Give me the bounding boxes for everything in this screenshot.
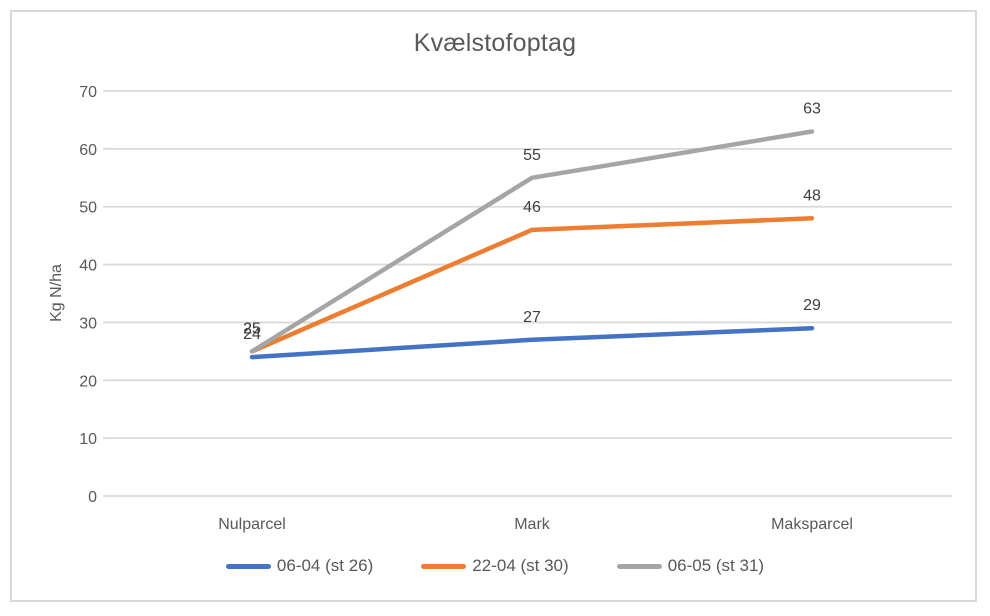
legend-swatch-2 [616, 563, 662, 569]
data-label-s1-p1: 46 [523, 199, 541, 216]
data-label-s1-p2: 48 [803, 187, 821, 204]
x-category-label-2: Maksparcel [771, 516, 853, 533]
y-tick-label-60: 60 [79, 142, 97, 159]
data-label-s0-p1: 27 [523, 309, 541, 326]
legend: 06-04 (st 26) 22-04 (st 30) 06-05 (st 31) [0, 556, 990, 576]
chart-title: Kvælstofoptag [413, 29, 577, 57]
series-line-2 [249, 129, 815, 354]
y-tick-label-10: 10 [79, 431, 97, 448]
data-label-s0-p0: 24 [243, 326, 261, 343]
legend-item-2: 06-05 (st 31) [616, 556, 765, 576]
data-label-s2-p0: 25 [243, 320, 261, 337]
y-tick-label-20: 20 [79, 373, 97, 390]
y-tick-label-70: 70 [79, 84, 97, 101]
series-line-0 [249, 325, 815, 360]
chart-border [10, 10, 977, 602]
legend-item-1: 22-04 (st 30) [421, 556, 569, 576]
legend-swatch-0 [225, 563, 271, 569]
y-tick-label-40: 40 [79, 258, 97, 275]
data-label-s2-p1: 55 [523, 147, 541, 164]
data-label-s2-p2: 63 [803, 101, 821, 118]
legend-label-1: 22-04 (st 30) [472, 556, 569, 575]
data-label-s1-p0: 25 [243, 320, 261, 337]
y-tick-label-50: 50 [79, 200, 97, 217]
legend-item-0: 06-04 (st 26) [225, 556, 374, 576]
legend-label-2: 06-05 (st 31) [667, 556, 765, 575]
series-line-1 [249, 216, 815, 354]
y-tick-label-30: 30 [79, 315, 97, 332]
y-tick-label-0: 0 [88, 489, 97, 506]
data-label-s0-p2: 29 [803, 297, 821, 314]
x-category-label-0: Nulparcel [218, 516, 286, 533]
legend-swatch-1 [421, 563, 467, 569]
legend-label-0: 06-04 (st 26) [276, 556, 374, 575]
x-category-label-1: Mark [514, 516, 551, 533]
